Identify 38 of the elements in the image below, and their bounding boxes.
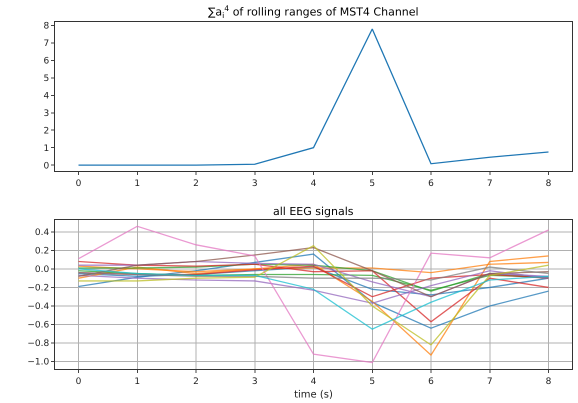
x-tick-label: 0 — [76, 376, 82, 387]
x-tick-label: 1 — [134, 376, 140, 387]
x-tick-label: 8 — [546, 179, 552, 190]
x-tick-label: 5 — [369, 179, 376, 190]
x-tick-label: 7 — [486, 376, 493, 387]
y-tick-label: −0.2 — [27, 284, 50, 294]
x-tick-label: 1 — [134, 179, 140, 190]
y-tick-label: −1.0 — [27, 358, 50, 368]
x-tick-label: 0 — [76, 179, 82, 190]
y-tick-label: 0 — [43, 161, 50, 172]
y-tick-label: 7 — [43, 39, 50, 50]
y-tick-label: 8 — [43, 22, 50, 32]
y-tick-label: 2 — [43, 126, 50, 136]
y-tick-label: 4 — [43, 91, 50, 102]
x-tick-label: 4 — [310, 376, 317, 387]
y-tick-label: 3 — [43, 108, 50, 119]
x-tick-label: 7 — [486, 179, 493, 190]
x-tick-label: 8 — [546, 376, 552, 387]
x-tick-label: 6 — [428, 376, 434, 387]
x-tick-label: 2 — [193, 179, 199, 190]
x-tick-label: 5 — [369, 376, 376, 387]
y-tick-label: 1 — [43, 144, 50, 154]
y-tick-label: 0.0 — [34, 265, 50, 276]
chart-title: all EEG signals — [273, 205, 354, 218]
x-tick-label: 6 — [428, 179, 434, 190]
y-tick-label: 0.2 — [34, 246, 50, 257]
x-tick-label: 4 — [310, 179, 317, 190]
y-tick-label: −0.6 — [27, 320, 50, 331]
x-tick-label: 3 — [252, 179, 258, 190]
y-tick-label: 5 — [43, 74, 50, 84]
y-tick-label: −0.4 — [27, 302, 50, 312]
y-tick-label: 6 — [43, 56, 50, 67]
y-tick-label: −0.8 — [27, 339, 50, 350]
x-tick-label: 2 — [193, 376, 199, 387]
y-tick-label: 0.4 — [34, 228, 50, 238]
chart-title: ∑a$_{i}$$^{4}$ of rolling ranges of MST4 Channel — [208, 4, 419, 20]
x-tick-label: 3 — [252, 376, 258, 387]
x-axis-title: time (s) — [294, 389, 333, 400]
